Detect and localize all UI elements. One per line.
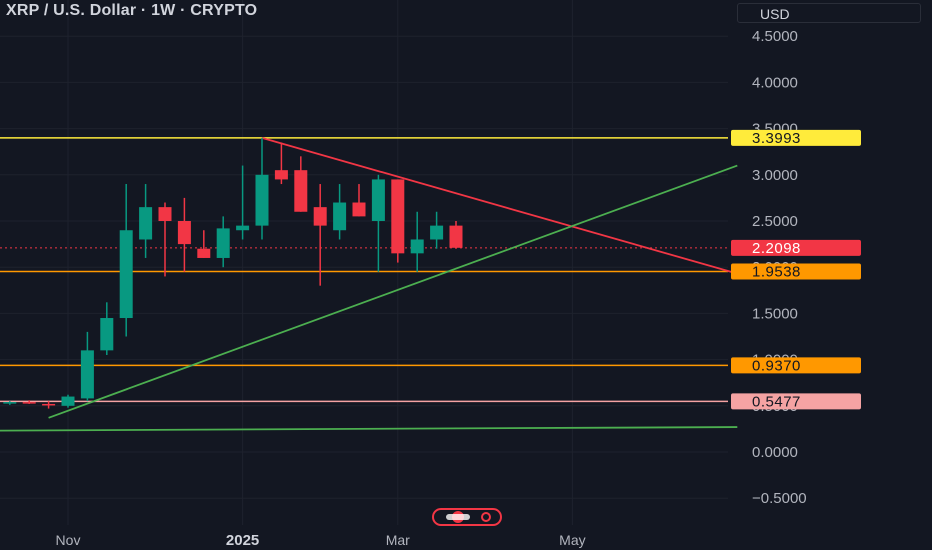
x-tick-label: Mar [386,532,410,548]
candle [352,184,366,217]
x-tick-label: Nov [56,532,81,548]
price-labels: 3.3993 2.2098 1.9538 0.9370 0.5477 [731,129,861,410]
y-tick-label: −0.5000 [752,490,807,507]
candle [430,211,444,249]
tradingview-logo-icon [432,508,502,526]
price-label-box [731,129,861,146]
price-label: 0.5477 [752,393,801,410]
trendlines [0,136,738,432]
candle [274,142,288,185]
candle-body [61,396,75,406]
candle-body [236,225,250,231]
x-tick-label: 2025 [226,532,259,549]
price-label-box [731,357,861,374]
candle-body [158,207,172,221]
candle [22,400,36,404]
candle [177,197,191,272]
y-tick-label: 4.5000 [752,28,798,45]
candle-body [3,402,17,404]
time-axis[interactable]: Nov 2025 Mar May [56,532,586,549]
price-label: 0.9370 [752,357,801,374]
candle-body [216,228,230,258]
candle [61,394,75,408]
candle [294,156,308,212]
currency-button[interactable]: USD [737,3,921,23]
candle [139,184,153,258]
candle [313,184,327,286]
horizontal-levels [0,137,728,403]
trendline-long-support [0,426,738,432]
candle-body [333,202,347,231]
candle [255,137,269,240]
candles [3,137,463,409]
candle [216,216,230,268]
candle-body [139,207,153,240]
y-tick-label: 1.5000 [752,305,798,322]
y-tick-label: 4.0000 [752,74,798,91]
price-label: 2.2098 [752,240,801,257]
candle [449,221,463,249]
candle [100,302,114,355]
grid [0,0,728,525]
candle [80,331,94,402]
y-tick-label: 2.5000 [752,213,798,230]
candle-body [352,202,366,217]
price-label-box [731,263,861,280]
x-tick-label: May [559,532,585,548]
candle-body [313,207,327,226]
candle [371,174,385,272]
candle-body [255,174,269,226]
candle-body [100,318,114,351]
candle-body [42,403,56,406]
trendline-descending-resistance [261,136,738,275]
chart-title: XRP / U.S. Dollar · 1W · CRYPTO [6,2,258,19]
candle [391,179,405,263]
candle [158,202,172,277]
candle [333,184,347,240]
price-label: 3.3993 [752,130,801,147]
candle-body [430,225,444,240]
candle-body [177,221,191,245]
price-label-box [731,239,861,256]
candle [197,230,211,258]
trendline-ascending-support [48,164,738,419]
candle-body [371,179,385,221]
candle-body [391,179,405,254]
candle-body [274,170,288,180]
candle [42,401,56,409]
candle-body [197,248,211,258]
candle [236,165,250,240]
candle-body [80,350,94,399]
candle-body [294,170,308,212]
y-tick-label: 3.0000 [752,167,798,184]
candle [410,211,424,272]
candle-body [22,402,36,404]
candle-body [410,239,424,254]
y-tick-label: 0.0000 [752,444,798,461]
candle-body [119,230,133,319]
candle-body [449,225,463,248]
candle [119,184,133,337]
price-label: 1.9538 [752,263,801,280]
price-label-box [731,393,861,410]
candle [3,401,17,405]
